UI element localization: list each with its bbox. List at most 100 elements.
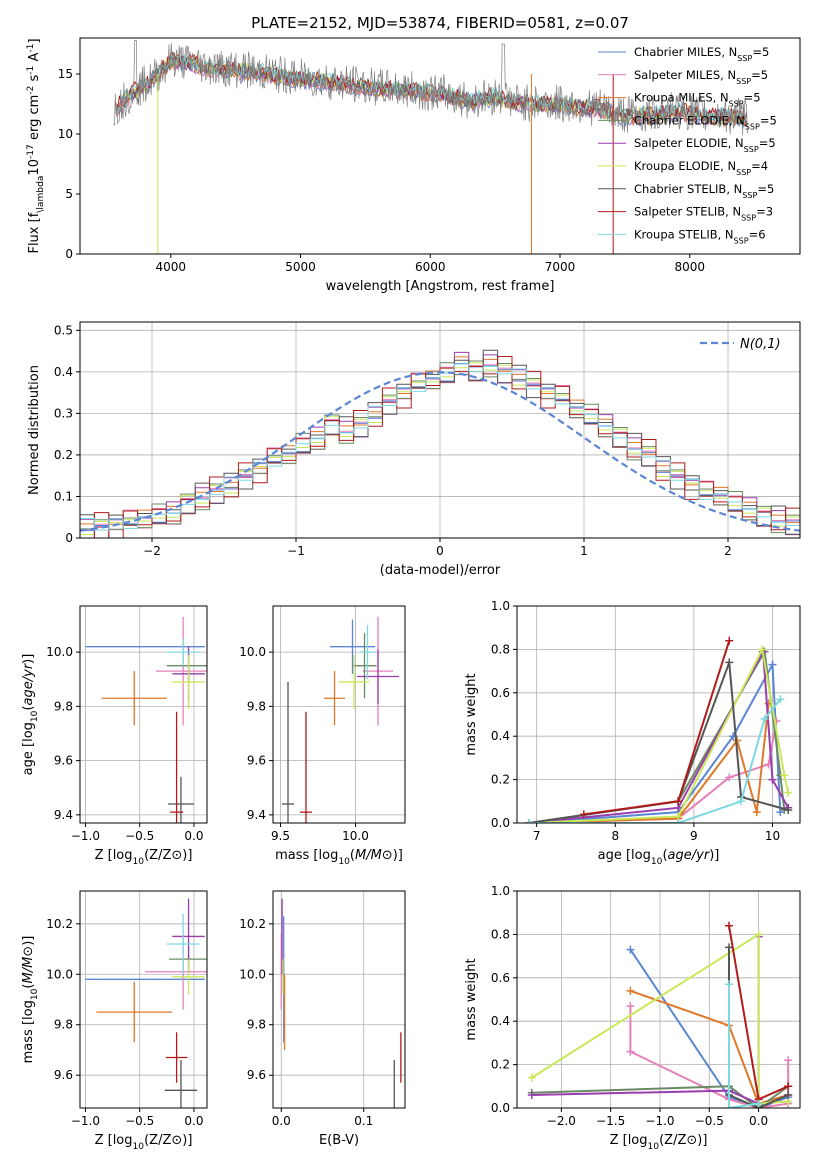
weight-series-line (630, 989, 789, 1105)
plot-area (527, 921, 793, 1108)
residual-histogram (80, 363, 800, 538)
observed-spectrum-line (113, 40, 749, 136)
legend-entry-label: Salpeter STELIB, NSSP=3 (634, 205, 773, 223)
gaussian-legend-label: N(0,1) (740, 337, 781, 352)
weight-point-marker (579, 810, 588, 819)
y-tick-label: 0.4 (491, 729, 510, 743)
x-tick-label: 8000 (674, 260, 705, 274)
y-tick-label: 0.8 (491, 642, 510, 656)
weight-point-marker (527, 1073, 536, 1082)
y-axis-label: mass [log10(M/M⊙)] (21, 936, 40, 1064)
weight-point-marker (725, 636, 734, 645)
x-axis-label: Z [log10(Z/Z⊙)] (95, 848, 193, 867)
plot-area (85, 616, 207, 823)
y-axis-label: mass weight (464, 958, 479, 1040)
y-axis-label: mass weight (464, 673, 479, 755)
y-tick-label: 0.6 (491, 971, 510, 985)
x-axis-label: mass [log10(M/M⊙)] (275, 848, 403, 867)
y-tick-label: 9.8 (247, 699, 266, 713)
weight-point-marker (737, 797, 746, 806)
weight-point-marker (784, 805, 793, 814)
x-tick-label: −0.5 (695, 1114, 724, 1128)
y-tick-label: 0.3 (54, 406, 73, 420)
y-tick-label: 9.6 (247, 1068, 266, 1082)
legend-entry-label: Salpeter ELODIE, NSSP=5 (634, 136, 776, 154)
weight-point-marker (784, 788, 793, 797)
y-tick-label: 9.4 (54, 808, 73, 822)
residuals-panel: −2 −1 0 1 2 0 0.1 0.2 0.3 0.4 0.5 (data-model)/erro… (27, 321, 801, 578)
weight-point-marker (768, 660, 777, 669)
x-axis-label: (data-model)/error (380, 563, 501, 578)
y-tick-label: 9.8 (54, 1018, 73, 1032)
x-tick-label: 4000 (156, 260, 187, 274)
weight-point-marker (674, 797, 683, 806)
x-tick-label: −1.5 (596, 1114, 625, 1128)
y-tick-label: 10.0 (239, 967, 266, 981)
y-tick-label: 9.4 (247, 808, 266, 822)
x-tick-label: −2 (143, 544, 161, 558)
y-axis-label: Flux [f\lambda10-17 erg cm-2 s-1 A-1] (26, 38, 46, 253)
x-axis-label: Z [log10(Z/Z⊙)] (95, 1133, 193, 1152)
x-axis-label: Z [log10(Z/Z⊙)] (610, 1133, 708, 1152)
y-tick-label: 10.0 (46, 645, 73, 659)
axes-frame (272, 890, 406, 1109)
x-tick-label: 2 (724, 544, 732, 558)
weight-point-marker (760, 714, 769, 723)
spectrum-panel: 4000 5000 6000 7000 8000 0 5 10 15 wavelength [An… (26, 37, 801, 294)
axes-frame (79, 890, 208, 1109)
weight-point-marker (725, 773, 734, 782)
y-tick-label: 0.0 (491, 1101, 510, 1115)
x-tick-label: 10 (765, 829, 780, 843)
y-tick-label: 0.8 (491, 927, 510, 941)
y-tick-label: 10.0 (239, 645, 266, 659)
x-tick-label: −1 (287, 544, 305, 558)
x-tick-label: 0.0 (184, 829, 203, 843)
plot-area (85, 898, 207, 1108)
y-tick-label: 0 (65, 247, 73, 261)
y-tick-label: 1.0 (491, 599, 510, 613)
x-tick-label: 0.0 (184, 1114, 203, 1128)
y-tick-label: 9.6 (54, 1068, 73, 1082)
x-tick-label: 8 (611, 829, 619, 843)
weight-point-marker (626, 945, 635, 954)
y-axis-label: Normed distribution (27, 365, 42, 495)
figure-title: PLATE=2152, MJD=53874, FIBERID=0581, z=0… (251, 14, 629, 32)
weight-vs-age-panel: 7 8 9 10 0.0 0.2 0.4 0.6 0.8 1.0 age [log10(age/yr… (464, 599, 801, 867)
weight-point-marker (752, 808, 761, 817)
x-tick-label: 7000 (545, 260, 576, 274)
x-tick-label: −2.0 (547, 1114, 576, 1128)
y-tick-label: 10.2 (239, 917, 266, 931)
y-axis-label: age [log10(age/yr)] (21, 654, 40, 776)
age-vs-metallicity-panel: −1.0 −0.5 0.0 9.4 9.6 9.8 10.0 Z [log10(Z/Z⊙)] a… (21, 605, 208, 867)
x-tick-label: −0.5 (125, 1114, 154, 1128)
plot-area (524, 636, 793, 823)
legend-entry-label: Salpeter MILES, NSSP=5 (634, 68, 768, 86)
weight-point-marker (527, 1090, 536, 1099)
y-tick-label: 0.2 (491, 1058, 510, 1072)
weight-point-marker (524, 819, 533, 823)
axes-frame (272, 605, 406, 824)
legend-entry-label: Chabrier ELODIE, NSSP=5 (634, 113, 777, 130)
weight-point-marker (626, 1047, 635, 1056)
x-axis-label: age [log10(age/yr)] (598, 848, 720, 867)
x-tick-label: 1 (580, 544, 588, 558)
x-tick-label: 0.0 (749, 1114, 768, 1128)
y-tick-label: 9.8 (247, 1018, 266, 1032)
axes-frame (516, 890, 801, 1109)
y-tick-label: 10.0 (46, 967, 73, 981)
x-tick-label: 9 (690, 829, 698, 843)
y-tick-label: 0.2 (491, 773, 510, 787)
y-tick-label: 1.0 (491, 884, 510, 898)
weight-point-marker (754, 1099, 763, 1108)
residual-histogram (80, 355, 800, 538)
y-tick-label: 10.2 (46, 917, 73, 931)
y-tick-label: 9.8 (54, 699, 73, 713)
y-tick-label: 5 (65, 187, 73, 201)
weight-point-marker (626, 1002, 635, 1011)
plot-area (113, 40, 749, 254)
age-vs-mass-panel: 9.5 10.0 9.4 9.6 9.8 10.0 mass [log10(M/M⊙)] (239, 605, 406, 867)
x-tick-label: 0.1 (354, 1114, 373, 1128)
weight-point-marker (725, 980, 734, 989)
y-tick-label: 0.5 (54, 323, 73, 337)
weight-series-line (728, 984, 759, 1108)
